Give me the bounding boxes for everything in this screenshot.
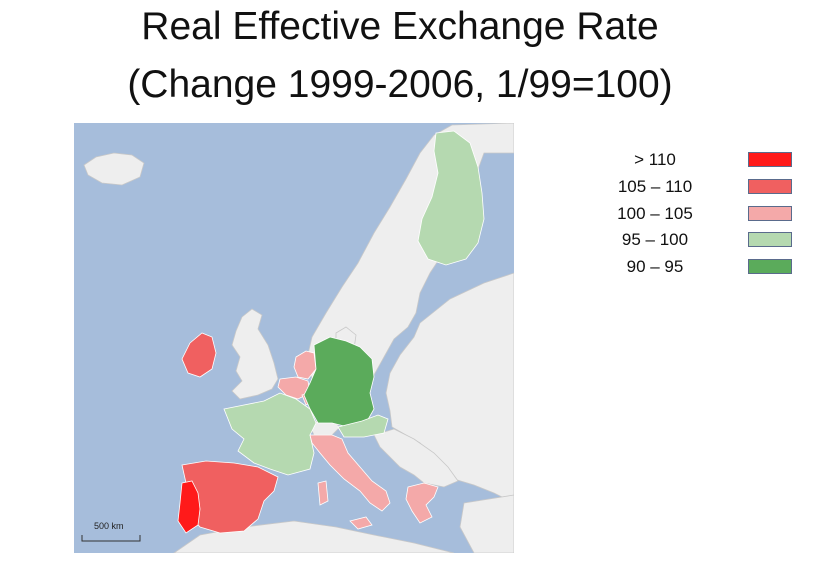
legend-label: 95 – 100	[621, 230, 689, 249]
legend-item-gt-110: > 110	[600, 150, 800, 170]
country-france	[223, 392, 317, 476]
legend-label: > 110	[634, 150, 676, 169]
turkey	[459, 494, 514, 553]
country-italy	[309, 434, 391, 512]
legend-item-90-95: 90 – 95	[600, 257, 800, 277]
legend-item-95-100: 95 – 100	[600, 230, 800, 250]
balkans	[373, 428, 459, 488]
country-ireland	[181, 332, 217, 378]
legend-item-100-105: 100 – 105	[600, 204, 800, 224]
legend-swatch	[748, 206, 792, 221]
legend-item-105-110: 105 – 110	[600, 177, 800, 197]
scale-label: 500 km	[94, 521, 124, 531]
scale-bar: 500 km	[81, 521, 141, 542]
legend-label: 105 – 110	[617, 177, 693, 196]
country-italy-sardinia	[317, 480, 329, 506]
great-britain	[231, 308, 279, 400]
legend-swatch	[748, 179, 792, 194]
country-austria	[337, 414, 389, 438]
legend-swatch	[748, 152, 792, 167]
country-finland	[417, 130, 485, 266]
chart-title-line-2: (Change 1999-2006, 1/99=100)	[127, 63, 673, 106]
euro-countries	[177, 130, 485, 534]
legend-label: 100 – 105	[617, 204, 693, 223]
iceland	[83, 152, 145, 186]
country-netherlands	[293, 350, 317, 380]
chart-title-line-1: Real Effective Exchange Rate	[141, 5, 659, 48]
country-italy-sicily	[349, 516, 373, 530]
europe-map: 500 km	[74, 123, 514, 553]
legend-label: 90 – 95	[626, 257, 684, 276]
legend-swatch	[748, 232, 792, 247]
country-portugal	[177, 480, 201, 534]
country-greece	[405, 482, 439, 524]
legend-swatch	[748, 259, 792, 274]
country-germany	[303, 336, 375, 428]
